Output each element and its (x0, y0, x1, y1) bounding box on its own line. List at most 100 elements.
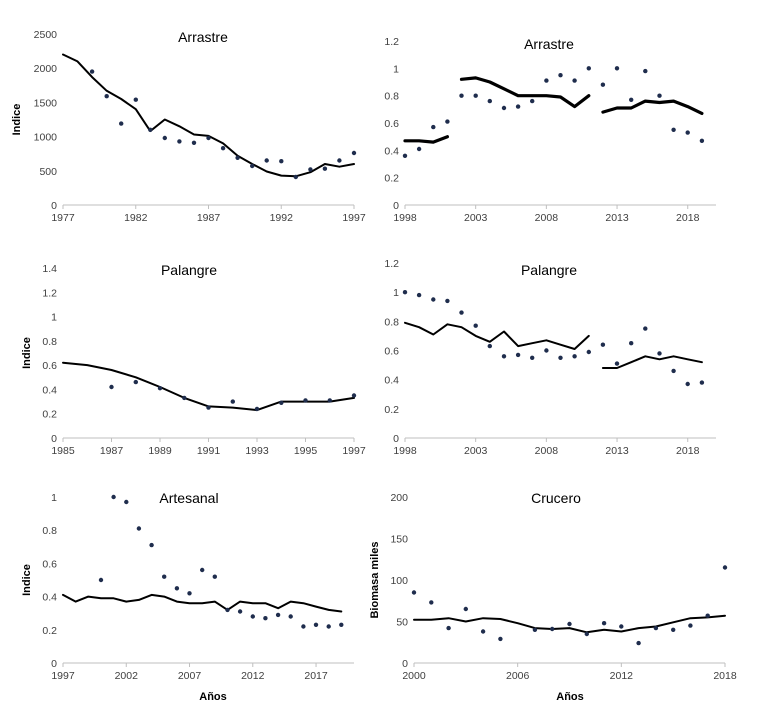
chart-2-data-point (487, 98, 492, 104)
chart-5-x-tick-label: 2017 (304, 670, 328, 682)
chart-4-data-point (416, 292, 422, 298)
chart-5-data-point (162, 574, 167, 579)
chart-3-x-tick-label: 1987 (100, 445, 124, 457)
chart-5-data-point (111, 494, 116, 500)
chart-3-y-axis-label: Indice (21, 337, 33, 369)
chart-5-y-tick-label: 0.8 (42, 525, 57, 537)
chart-1-data-point (322, 166, 328, 171)
chart-2-x-tick-label: 1998 (393, 212, 417, 224)
chart-5-data-point (237, 609, 243, 614)
chart-5-data-point (200, 567, 205, 573)
chart-4-data-point (643, 326, 648, 331)
chart-2-x-tick-label: 2008 (535, 212, 559, 224)
chart-5-data-point (225, 607, 230, 613)
chart-4-data-point (614, 361, 620, 366)
chart-5-y-axis-label: Indice (21, 564, 33, 596)
chart-2-data-point (416, 146, 422, 152)
chart-3-data-point (157, 386, 163, 391)
chart-6-title: Crucero (531, 490, 581, 506)
chart-2-data-point (544, 78, 549, 83)
chart-5-title: Artesanal (159, 490, 218, 506)
chart-2-data-point (572, 78, 577, 83)
chart-5-x-tick-label: 1997 (51, 670, 75, 682)
chart-4-data-point (487, 343, 492, 349)
chart-2-data-point (600, 82, 606, 87)
chart-6-x-tick-label: 2012 (610, 670, 634, 682)
chart-2-y-tick-label: 0.8 (384, 91, 399, 103)
chart-3-data-point (182, 395, 187, 401)
chart-4-x-tick-label: 1998 (393, 445, 417, 457)
chart-1-y-axis-label: Indice (11, 104, 23, 136)
chart-3-data-point (133, 379, 138, 385)
chart-4-data-point (558, 355, 563, 360)
chart-3-data-point (303, 398, 308, 403)
chart-3-y-tick-label: 1.4 (42, 263, 57, 275)
chart-1-y-tick-label: 1000 (34, 132, 58, 144)
chart-2-data-point (657, 93, 662, 98)
chart-4-series-2-line (601, 355, 703, 369)
chart-3-y-tick-label: 0.4 (42, 384, 57, 396)
chart-2-data-point (558, 73, 563, 78)
chart-5-data-point (288, 614, 293, 619)
chart-4-data-point (402, 290, 408, 295)
chart-3-y-tick-label: 1 (51, 312, 57, 324)
chart-3-x-tick-label: 1997 (342, 445, 366, 457)
chart-4-data-point (459, 310, 464, 315)
chart-6-data-point (705, 613, 710, 618)
chart-6-y-axis-label: Biomasa miles (369, 541, 381, 618)
chart-1-data-point (104, 94, 109, 99)
chart-1-x-tick-label: 1997 (342, 212, 366, 224)
chart-1-data-point (191, 140, 197, 145)
chart-4-x-tick-label: 2013 (605, 445, 629, 457)
chart-3-x-tick-label: 1989 (148, 445, 172, 457)
chart-3-x-tick-label: 1993 (245, 445, 269, 457)
chart-5-data-point (136, 526, 142, 531)
chart-3-data-point (230, 399, 235, 404)
chart-2-data-point (473, 93, 478, 98)
chart-4-x-tick-label: 2008 (535, 445, 559, 457)
chart-2-y-tick-label: 1.2 (384, 36, 399, 48)
chart-3-data-point (351, 393, 357, 398)
chart-3-series-1-line (62, 361, 355, 412)
chart-6-data-point (411, 590, 417, 595)
chart-5-y-tick-label: 0 (51, 658, 57, 670)
chart-4-y-tick-label: 0.4 (384, 375, 399, 387)
chart-3-y-tick-label: 0.6 (42, 360, 57, 372)
chart-4-y-tick-label: 1.2 (384, 258, 399, 270)
chart-1-title: Arrastre (178, 29, 228, 45)
chart-1-data-point (162, 135, 167, 141)
chart-6-data-point (619, 624, 624, 629)
chart-3-y-tick-label: 1.2 (42, 287, 57, 299)
chart-1-data-point (264, 158, 269, 163)
chart-5-data-point (313, 622, 319, 627)
chart-3-x-tick-label: 1991 (197, 445, 221, 457)
chart-6-data-point (480, 629, 486, 634)
chart-2-x-tick-label: 2003 (464, 212, 488, 224)
chart-4-series-1-line (404, 321, 590, 350)
chart-6-x-tick-label: 2006 (506, 670, 530, 682)
chart-6-data-point (498, 636, 503, 642)
chart-4-data-point (544, 348, 549, 353)
chart-2-series-1-line (403, 135, 449, 144)
chart-6-data-point (550, 626, 555, 632)
chart-1-y-tick-label: 0 (51, 200, 57, 212)
chart-6-y-tick-label: 150 (390, 534, 408, 546)
chart-5-x-tick-label: 2007 (178, 670, 202, 682)
chart-1-data-point (133, 97, 138, 102)
chart-2-data-point (515, 104, 521, 109)
chart-5-data-point (124, 499, 129, 505)
chart-6-data-point (584, 631, 589, 637)
chart-3-data-point (279, 400, 284, 405)
x-axis-label-right: Años (556, 691, 584, 703)
chart-1-data-point (337, 158, 342, 163)
chart-5-y-tick-label: 1 (51, 492, 57, 504)
chart-2-y-tick-label: 0.4 (384, 145, 399, 157)
chart-6-data-point (722, 565, 728, 570)
chart-2-x-tick-label: 2013 (605, 212, 629, 224)
chart-1-y-tick-label: 1500 (34, 97, 58, 109)
chart-4-data-point (515, 352, 521, 358)
chart-1-x-tick-label: 1977 (51, 212, 75, 224)
chart-1-data-point (177, 139, 182, 144)
chart-2-y-tick-label: 0.6 (384, 118, 399, 130)
